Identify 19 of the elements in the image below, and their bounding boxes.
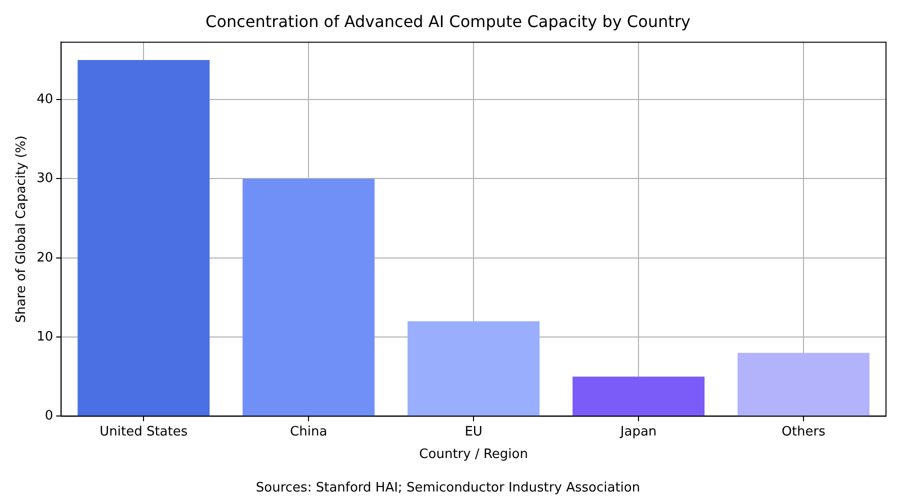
y-axis-title: Share of Global Capacity (%) bbox=[14, 136, 30, 323]
y-tick-label: 30 bbox=[36, 171, 54, 186]
source-note: Sources: Stanford HAI; Semiconductor Industry Association bbox=[256, 480, 640, 496]
x-tick-label: Japan bbox=[619, 424, 657, 440]
y-tick-label: 0 bbox=[44, 408, 54, 424]
bar bbox=[78, 60, 210, 416]
y-tick-label: 20 bbox=[36, 250, 54, 266]
x-tick-label: EU bbox=[464, 424, 482, 440]
x-tick-label: Others bbox=[782, 424, 826, 440]
y-tick-label: 40 bbox=[36, 92, 54, 107]
x-tick-label: China bbox=[290, 424, 328, 440]
bar bbox=[408, 321, 540, 416]
bar bbox=[738, 352, 870, 416]
x-tick-label: United States bbox=[100, 424, 188, 440]
bar bbox=[242, 178, 375, 416]
chart-title: Concentration of Advanced AI Compute Capacity by Country bbox=[206, 12, 690, 31]
bar bbox=[572, 376, 705, 416]
y-tick-label: 10 bbox=[36, 329, 54, 344]
x-axis-title: Country / Region bbox=[419, 446, 528, 462]
